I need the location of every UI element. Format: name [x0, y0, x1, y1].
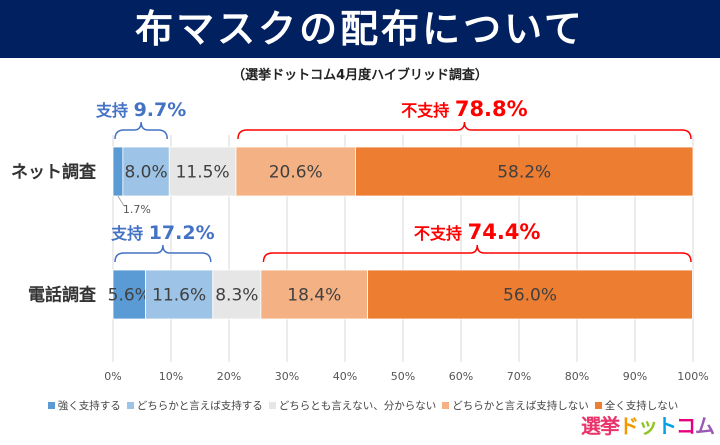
bar-segment	[260, 269, 369, 320]
leader-line	[117, 195, 125, 207]
x-tick-label: 20%	[217, 370, 241, 383]
category-label: ネット調査	[11, 162, 97, 183]
data-label: 5.6%	[108, 286, 151, 306]
x-tick-label: 40%	[333, 370, 357, 383]
legend-label: どちらとも言えない、分からない	[278, 400, 437, 412]
annotation-text: 支持	[110, 224, 149, 243]
bracket	[237, 121, 692, 140]
annotation-text: 不支持	[401, 101, 455, 120]
annotation-label: 不支持 74.4%	[414, 220, 540, 244]
legend-swatch	[126, 402, 134, 409]
category-label: 電話調査	[28, 285, 97, 306]
annotation-value: 17.2%	[149, 222, 215, 244]
data-label: 11.6%	[152, 286, 206, 306]
legend-swatch	[47, 402, 55, 409]
annotation-label: 支持 17.2%	[110, 222, 215, 244]
annotation-value: 74.4%	[468, 220, 541, 244]
bar-segment	[367, 269, 693, 320]
data-label: 20.6%	[269, 163, 323, 183]
annotation-label: 不支持 78.8%	[401, 97, 527, 121]
x-tick-label: 100%	[677, 370, 708, 383]
legend-label: どちらかと言えば支持しない	[452, 400, 589, 412]
bar-segment	[112, 269, 146, 320]
x-tick-label: 30%	[275, 370, 299, 383]
x-tick-label: 70%	[507, 370, 531, 383]
bracket	[114, 244, 212, 263]
annotation-value: 9.7%	[134, 99, 187, 121]
bracket	[262, 244, 692, 263]
annotation-text: 不支持	[414, 224, 468, 243]
x-tick-label: 50%	[391, 370, 415, 383]
data-label: 11.5%	[176, 163, 230, 183]
x-tick-label: 80%	[565, 370, 589, 383]
x-tick-label: 10%	[159, 370, 183, 383]
x-tick-label: 0%	[104, 370, 121, 383]
bracket	[114, 121, 169, 140]
legend-swatch	[442, 402, 450, 409]
data-label: 18.4%	[287, 286, 341, 306]
bar-segment	[235, 146, 356, 197]
legend-label: 全く支持しない	[604, 400, 679, 412]
x-tick-label: 90%	[623, 370, 647, 383]
bar-segment	[112, 146, 124, 197]
bar-segment	[212, 269, 262, 320]
logo: 選挙ドットコム	[581, 414, 715, 438]
annotation-value: 78.8%	[455, 97, 528, 121]
stacked-bar-chart: 0% 10% 20% 30% 40% 50% 60% 70% 80% 90% 100% ネット調査 1.…	[11, 97, 709, 383]
legend-label: 強く支持する	[57, 400, 121, 412]
subtitle: （選挙ドットコム4月度ハイブリッド調査）	[232, 68, 488, 83]
data-label: 58.2%	[497, 163, 551, 183]
legend: 強く支持する どちらかと言えば支持する どちらとも言えない、分からない どちらかと言え…	[0, 398, 720, 413]
data-label: 1.7%	[123, 203, 151, 216]
x-tick-label: 60%	[449, 370, 473, 383]
legend-label: どちらかと言えば支持する	[136, 400, 263, 412]
legend-swatch	[268, 402, 276, 409]
bar-segment	[168, 146, 237, 197]
title-banner: 布マスクの配布について	[0, 0, 720, 58]
annotation-label: 支持 9.7%	[95, 99, 186, 121]
data-label: 56.0%	[503, 286, 557, 306]
bar-segment	[355, 146, 694, 197]
annotation-text: 支持	[95, 101, 134, 120]
legend-swatch	[594, 402, 602, 409]
data-label: 8.0%	[124, 163, 167, 183]
data-label: 8.3%	[215, 286, 258, 306]
